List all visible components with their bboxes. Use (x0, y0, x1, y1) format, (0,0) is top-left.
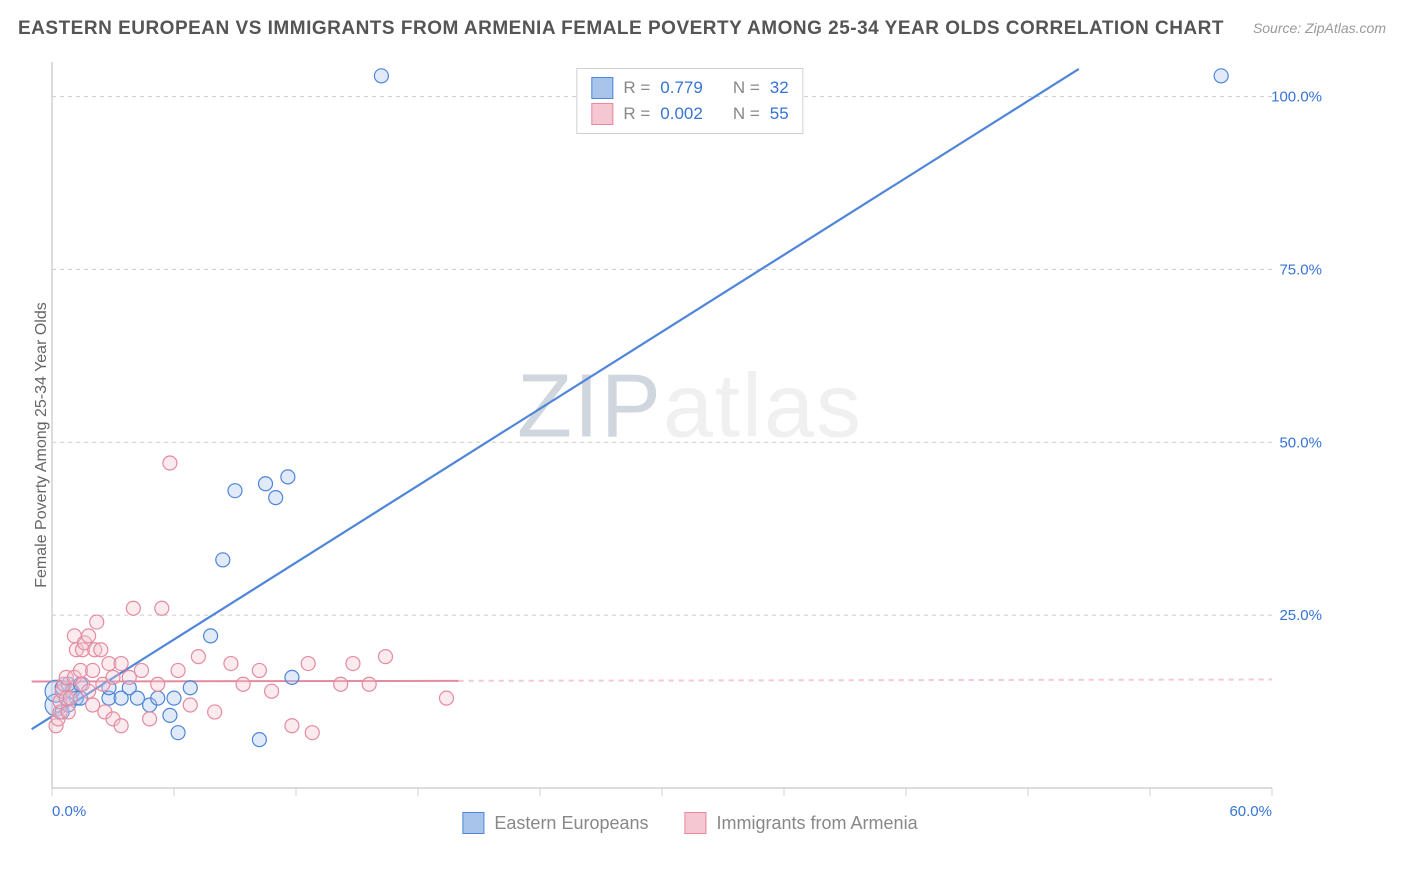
legend-swatch (685, 812, 707, 834)
series-name: Immigrants from Armenia (717, 813, 918, 834)
correlation-legend: R = 0.779 N = 32 R = 0.002 N = 55 (576, 68, 803, 134)
series-legend-item: Immigrants from Armenia (685, 812, 918, 834)
correlation-legend-row: R = 0.779 N = 32 (591, 75, 788, 101)
svg-text:50.0%: 50.0% (1279, 434, 1322, 451)
chart-area: Female Poverty Among 25-34 Year Olds ZIP… (50, 60, 1330, 830)
svg-text:0.0%: 0.0% (52, 803, 86, 820)
series-name: Eastern Europeans (494, 813, 648, 834)
series-legend: Eastern Europeans Immigrants from Armenia (462, 812, 917, 834)
legend-swatch (591, 103, 613, 125)
r-value: 0.779 (660, 78, 703, 98)
source-label: Source: ZipAtlas.com (1253, 20, 1386, 36)
n-value: 55 (770, 104, 789, 124)
scatter-plot: 25.0% 50.0% 75.0% 100.0% 0.0% 60.0% (50, 60, 1330, 830)
r-value: 0.002 (660, 104, 703, 124)
r-label: R = (623, 78, 650, 98)
y-axis-label: Female Poverty Among 25-34 Year Olds (33, 302, 51, 588)
svg-text:100.0%: 100.0% (1271, 89, 1322, 106)
svg-text:75.0%: 75.0% (1279, 261, 1322, 278)
n-label: N = (733, 104, 760, 124)
n-value: 32 (770, 78, 789, 98)
legend-swatch (591, 77, 613, 99)
svg-text:25.0%: 25.0% (1279, 607, 1322, 624)
n-label: N = (733, 78, 760, 98)
legend-swatch (462, 812, 484, 834)
svg-text:60.0%: 60.0% (1229, 803, 1272, 820)
r-label: R = (623, 104, 650, 124)
series-legend-item: Eastern Europeans (462, 812, 648, 834)
correlation-legend-row: R = 0.002 N = 55 (591, 101, 788, 127)
chart-title: EASTERN EUROPEAN VS IMMIGRANTS FROM ARME… (18, 18, 1224, 40)
